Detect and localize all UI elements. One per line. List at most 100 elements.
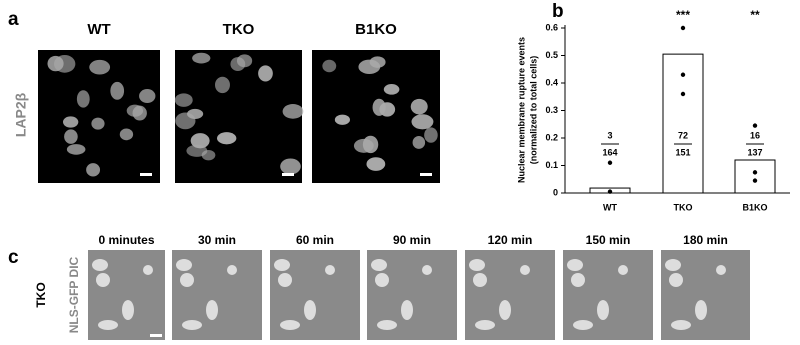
- bar: [734, 159, 776, 194]
- nucleus: [322, 59, 337, 73]
- numerator: 72: [678, 130, 688, 140]
- nucleus: [377, 320, 397, 330]
- data-point: [607, 189, 613, 194]
- time-label: 180 min: [683, 233, 728, 247]
- nucleus: [180, 273, 194, 287]
- nucleus: [383, 84, 400, 95]
- nucleus: [469, 259, 485, 271]
- nucleus: [369, 56, 386, 68]
- nucleus: [410, 98, 428, 115]
- nucleus: [176, 259, 192, 271]
- x-tick-label: B1KO: [742, 202, 767, 212]
- channel-label: NLS-GFP DIC: [67, 256, 81, 333]
- nucleus: [422, 265, 432, 275]
- nucleus: [98, 320, 118, 330]
- nucleus: [573, 320, 593, 330]
- nucleus: [76, 90, 90, 108]
- y-tick-label: 0.1: [545, 160, 558, 170]
- y-tick-label: 0.4: [545, 77, 558, 87]
- time-label: 0 minutes: [98, 233, 154, 247]
- nucleus: [669, 273, 683, 287]
- time-label: 90 min: [393, 233, 431, 247]
- nucleus: [412, 135, 426, 149]
- nucleus: [665, 259, 681, 271]
- scale-bar: [140, 173, 152, 176]
- nucleus: [567, 259, 583, 271]
- y-tick-label: 0.3: [545, 105, 558, 115]
- nucleus: [375, 273, 389, 287]
- nucleus: [716, 265, 726, 275]
- bar: [662, 53, 704, 194]
- denominator: 164: [602, 147, 617, 157]
- nucleus: [278, 273, 292, 287]
- significance: **: [750, 8, 760, 22]
- nucleus: [182, 320, 202, 330]
- nucleus: [499, 300, 511, 320]
- data-point: [680, 72, 686, 77]
- nucleus: [206, 300, 218, 320]
- time-label: 60 min: [296, 233, 334, 247]
- nucleus: [214, 76, 230, 94]
- denominator: 137: [747, 147, 762, 157]
- y-tick-label: 0.2: [545, 132, 558, 142]
- data-point: [607, 160, 613, 165]
- scale-bar: [150, 334, 162, 337]
- nucleus: [96, 273, 110, 287]
- scale-bar: [420, 173, 432, 176]
- scale-bar: [282, 173, 294, 176]
- column-header: WT: [87, 21, 110, 38]
- row-label: TKO: [34, 282, 48, 307]
- nucleus: [190, 133, 210, 149]
- nucleus: [671, 320, 691, 330]
- nucleus: [473, 273, 487, 287]
- nucleus: [280, 320, 300, 330]
- nucleus: [110, 81, 125, 100]
- panel-label: c: [8, 247, 19, 268]
- nucleus: [571, 273, 585, 287]
- nucleus: [122, 300, 134, 320]
- nucleus: [216, 132, 237, 145]
- nucleus: [174, 93, 193, 107]
- data-point: [752, 123, 758, 128]
- nucleus: [258, 65, 273, 82]
- nucleus: [520, 265, 530, 275]
- column-header: TKO: [223, 21, 255, 38]
- nucleus: [230, 57, 246, 72]
- time-label: 30 min: [198, 233, 236, 247]
- time-label: 120 min: [488, 233, 533, 247]
- nucleus: [92, 259, 108, 271]
- numerator: 3: [607, 130, 612, 140]
- nucleus: [66, 144, 86, 155]
- x-tick-label: WT: [603, 202, 617, 212]
- time-label: 150 min: [586, 233, 631, 247]
- nucleus: [401, 300, 413, 320]
- y-tick-label: 0.5: [545, 50, 558, 60]
- nucleus: [475, 320, 495, 330]
- nucleus: [424, 127, 438, 143]
- y-axis-label: Nuclear membrane rupture events: [516, 37, 526, 183]
- data-point: [680, 25, 686, 31]
- nucleus: [119, 128, 134, 141]
- nucleus: [47, 55, 64, 72]
- nucleus: [372, 98, 386, 116]
- nucleus: [325, 265, 335, 275]
- nucleus: [63, 116, 79, 128]
- nucleus: [618, 265, 628, 275]
- nucleus: [334, 114, 350, 125]
- nucleus: [126, 104, 144, 117]
- nucleus: [227, 265, 237, 275]
- nucleus: [411, 114, 434, 130]
- y-tick-label: 0.6: [545, 22, 558, 32]
- stain-label: LAP2β: [13, 92, 29, 137]
- data-point: [680, 91, 686, 97]
- y-axis-label: (normalized to total cells): [528, 56, 538, 165]
- nucleus: [597, 300, 609, 320]
- nucleus: [91, 117, 105, 130]
- nucleus: [280, 158, 301, 175]
- denominator: 151: [675, 147, 690, 157]
- nucleus: [143, 265, 153, 275]
- nucleus: [304, 300, 316, 320]
- significance: ***: [676, 8, 690, 22]
